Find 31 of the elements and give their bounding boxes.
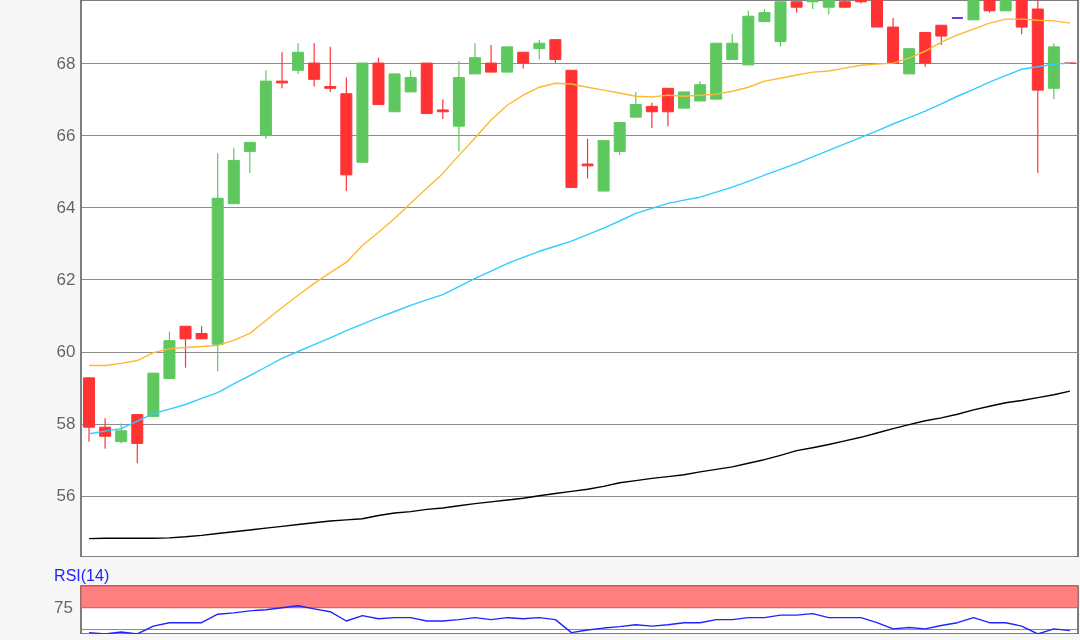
candlestick (436, 98, 449, 120)
y-tick-label: 58 (56, 414, 76, 434)
candlestick (324, 46, 337, 93)
candlestick (115, 423, 128, 445)
candlestick (581, 138, 594, 180)
candlestick (308, 42, 321, 88)
candlestick (404, 69, 417, 93)
y-tick-label: 64 (56, 197, 76, 217)
line-series (88, 390, 1071, 540)
candlestick (967, 0, 980, 21)
y-tick-label: 66 (56, 125, 76, 145)
candlestick (533, 39, 546, 61)
candlestick (243, 141, 256, 174)
candlestick (935, 24, 948, 46)
candlestick (645, 102, 658, 129)
chart-title: RSI(14) (54, 566, 110, 584)
candlestick (661, 87, 674, 127)
candlestick (629, 91, 642, 118)
candlestick (276, 51, 289, 89)
line-series (88, 18, 1071, 367)
y-tick-label: 60 (56, 342, 76, 361)
y-tick-label: 62 (56, 269, 76, 289)
y-tick-label: 56 (56, 486, 76, 506)
text: 75 (54, 597, 73, 617)
candlestick (726, 33, 739, 61)
y-tick-label: 68 (56, 53, 76, 73)
candlestick (549, 39, 562, 64)
candlestick (179, 325, 192, 369)
candlestick (485, 44, 498, 73)
candlestick (468, 42, 481, 75)
candlestick (292, 42, 305, 75)
